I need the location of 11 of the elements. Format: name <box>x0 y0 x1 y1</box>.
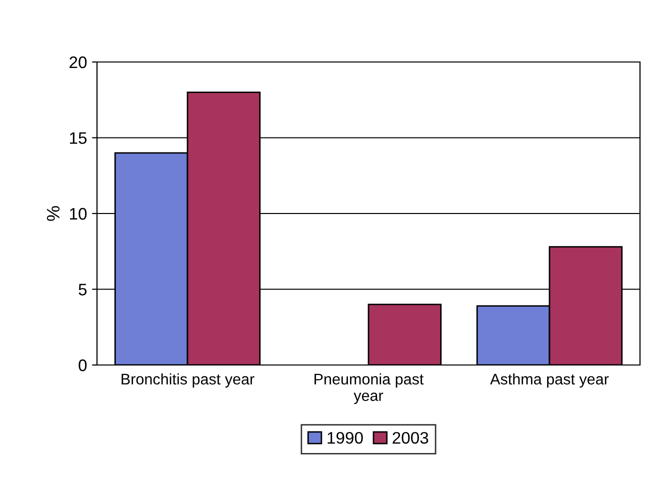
y-tick-label: 5 <box>78 284 87 296</box>
y-tick-label: 10 <box>70 208 87 220</box>
legend-label: 2003 <box>392 432 428 444</box>
y-tick-label: 15 <box>70 132 87 144</box>
x-tick-label: Asthma past year <box>490 373 609 388</box>
y-tick-label: 20 <box>70 56 87 68</box>
x-tick-label: Bronchitis past year <box>122 373 254 388</box>
y-axis-title: % <box>46 206 60 221</box>
y-tick-label: 0 <box>78 359 87 372</box>
x-tick-label: Pneumonia past year <box>314 373 424 404</box>
legend-label: 1990 <box>328 432 363 444</box>
